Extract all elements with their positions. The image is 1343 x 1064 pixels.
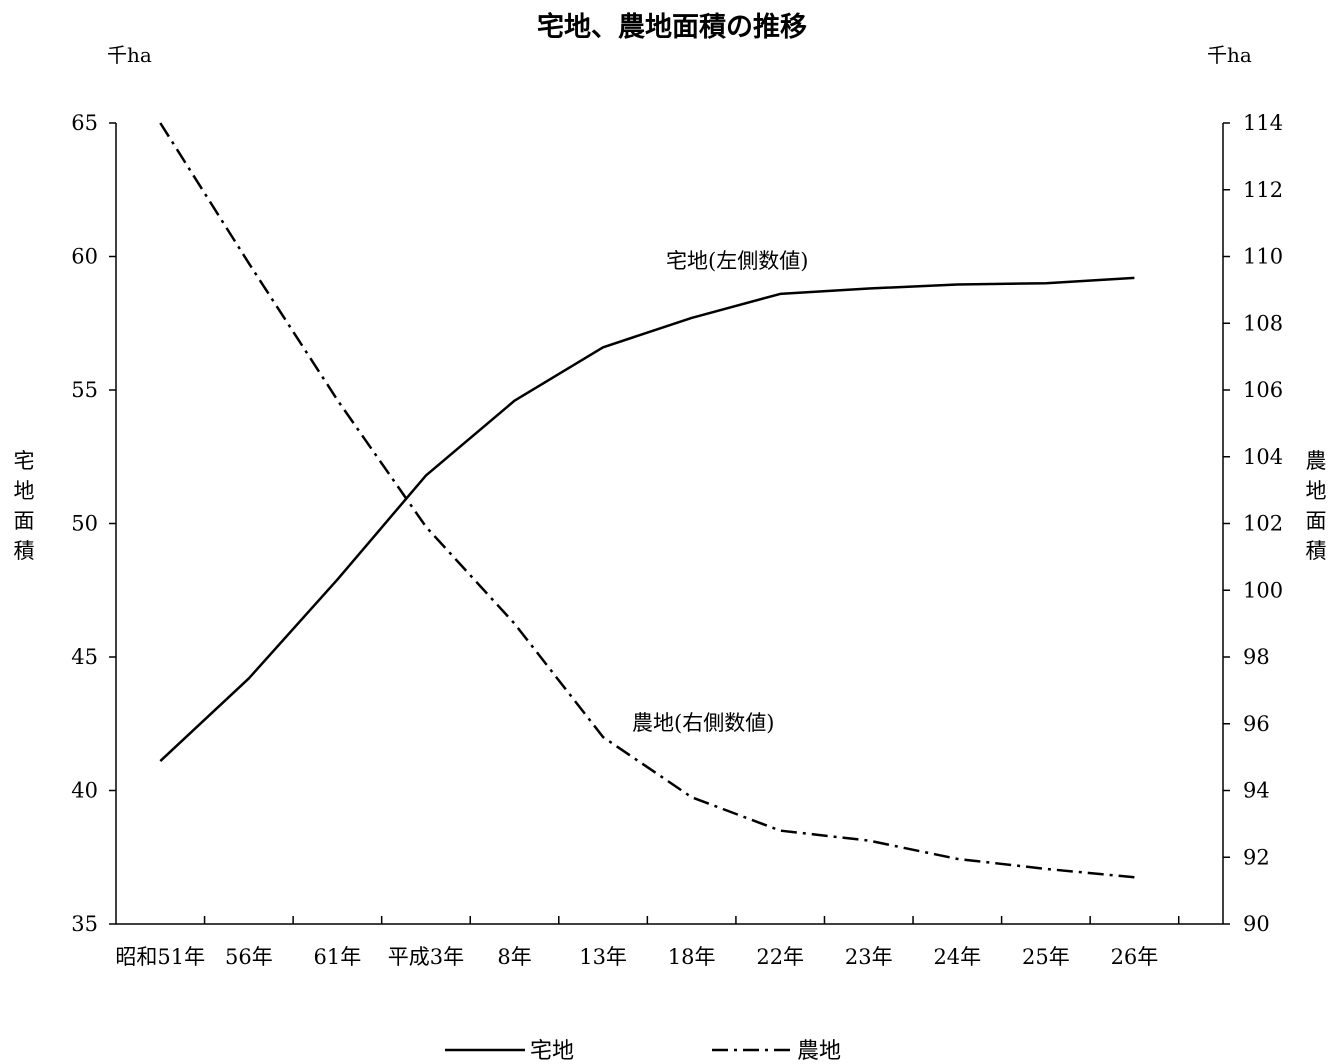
- x-ticks: 昭和51年 56年 61年 平成3年 8年 13年 18年 22年 23年 24年 25年 26年: [115, 916, 1180, 969]
- left-ticks: 35 40 45 50 55 60 65: [71, 111, 116, 936]
- x-tick-label: 18年: [668, 945, 716, 969]
- right-tick-label: 110: [1243, 245, 1283, 269]
- right-unit-label: 千ha: [1207, 43, 1252, 67]
- left-axis-title-char: 地: [14, 479, 35, 503]
- series-line-nouchi: [159, 122, 1135, 879]
- annotation-nouchi: 農地(右側数値): [632, 711, 774, 735]
- right-tick-label: 108: [1243, 311, 1283, 335]
- left-tick-label: 45: [71, 645, 98, 669]
- right-ticks: 90 92 94 96 98 100 102 104 106 108 110 112 114: [1223, 111, 1283, 936]
- right-axis-title-char: 地: [1306, 479, 1327, 503]
- x-tick-label: 26年: [1111, 945, 1159, 969]
- chart-title: 宅地、農地面積の推移: [537, 11, 807, 43]
- right-tick-label: 112: [1243, 178, 1283, 202]
- right-tick-label: 114: [1243, 111, 1283, 135]
- right-tick-label: 96: [1243, 712, 1270, 736]
- legend: 宅地 農地: [445, 1039, 841, 1064]
- series-line-takuchi: [159, 276, 1135, 763]
- x-tick-label: 22年: [756, 945, 804, 969]
- left-unit-label: 千ha: [107, 43, 152, 67]
- left-tick-label: 65: [71, 111, 98, 135]
- x-tick-label: 25年: [1022, 945, 1070, 969]
- right-tick-label: 92: [1243, 845, 1270, 869]
- left-tick-label: 35: [71, 912, 98, 936]
- left-axis-title-char: 面: [14, 509, 35, 533]
- x-tick-label: 61年: [314, 945, 362, 969]
- x-tick-label: 23年: [845, 945, 893, 969]
- series-layer: [159, 122, 1135, 879]
- right-tick-label: 98: [1243, 645, 1270, 669]
- annotation-takuchi: 宅地(左側数値): [666, 249, 808, 273]
- x-tick-label: 平成3年: [388, 945, 464, 969]
- x-tick-label: 24年: [933, 945, 981, 969]
- x-tick-label: 昭和51年: [115, 945, 205, 969]
- legend-label-takuchi: 宅地: [530, 1039, 574, 1064]
- x-tick-label: 13年: [579, 945, 627, 969]
- left-tick-label: 60: [71, 245, 98, 269]
- x-tick-label: 56年: [225, 945, 273, 969]
- right-axis-title-char: 農: [1306, 449, 1327, 473]
- x-tick-label: 8年: [497, 945, 531, 969]
- legend-label-nouchi: 農地: [797, 1039, 841, 1064]
- left-tick-label: 55: [71, 378, 98, 402]
- right-tick-label: 100: [1243, 578, 1283, 602]
- right-axis-title-char: 積: [1306, 539, 1327, 563]
- right-tick-label: 106: [1243, 378, 1283, 402]
- left-tick-label: 40: [71, 779, 98, 803]
- left-axis-title-char: 宅: [14, 449, 35, 473]
- right-tick-label: 104: [1243, 445, 1283, 469]
- right-tick-label: 94: [1243, 779, 1270, 803]
- left-tick-label: 50: [71, 512, 98, 536]
- left-axis-title-char: 積: [14, 539, 35, 563]
- right-tick-label: 102: [1243, 512, 1283, 536]
- right-tick-label: 90: [1243, 912, 1270, 936]
- right-axis-title-char: 面: [1306, 509, 1327, 533]
- right-axis-title: 農地面積: [1306, 449, 1327, 563]
